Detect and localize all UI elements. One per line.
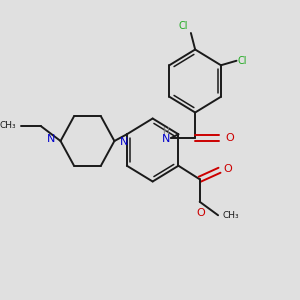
Text: O: O xyxy=(224,164,233,174)
Text: Cl: Cl xyxy=(178,22,188,32)
Text: CH₃: CH₃ xyxy=(222,211,239,220)
Text: H: H xyxy=(163,127,169,136)
Text: N: N xyxy=(119,136,128,147)
Text: O: O xyxy=(225,133,234,143)
Text: Cl: Cl xyxy=(238,56,247,66)
Text: N: N xyxy=(47,134,56,145)
Text: CH₃: CH₃ xyxy=(0,122,16,130)
Text: O: O xyxy=(197,208,206,218)
Text: N: N xyxy=(162,134,170,145)
